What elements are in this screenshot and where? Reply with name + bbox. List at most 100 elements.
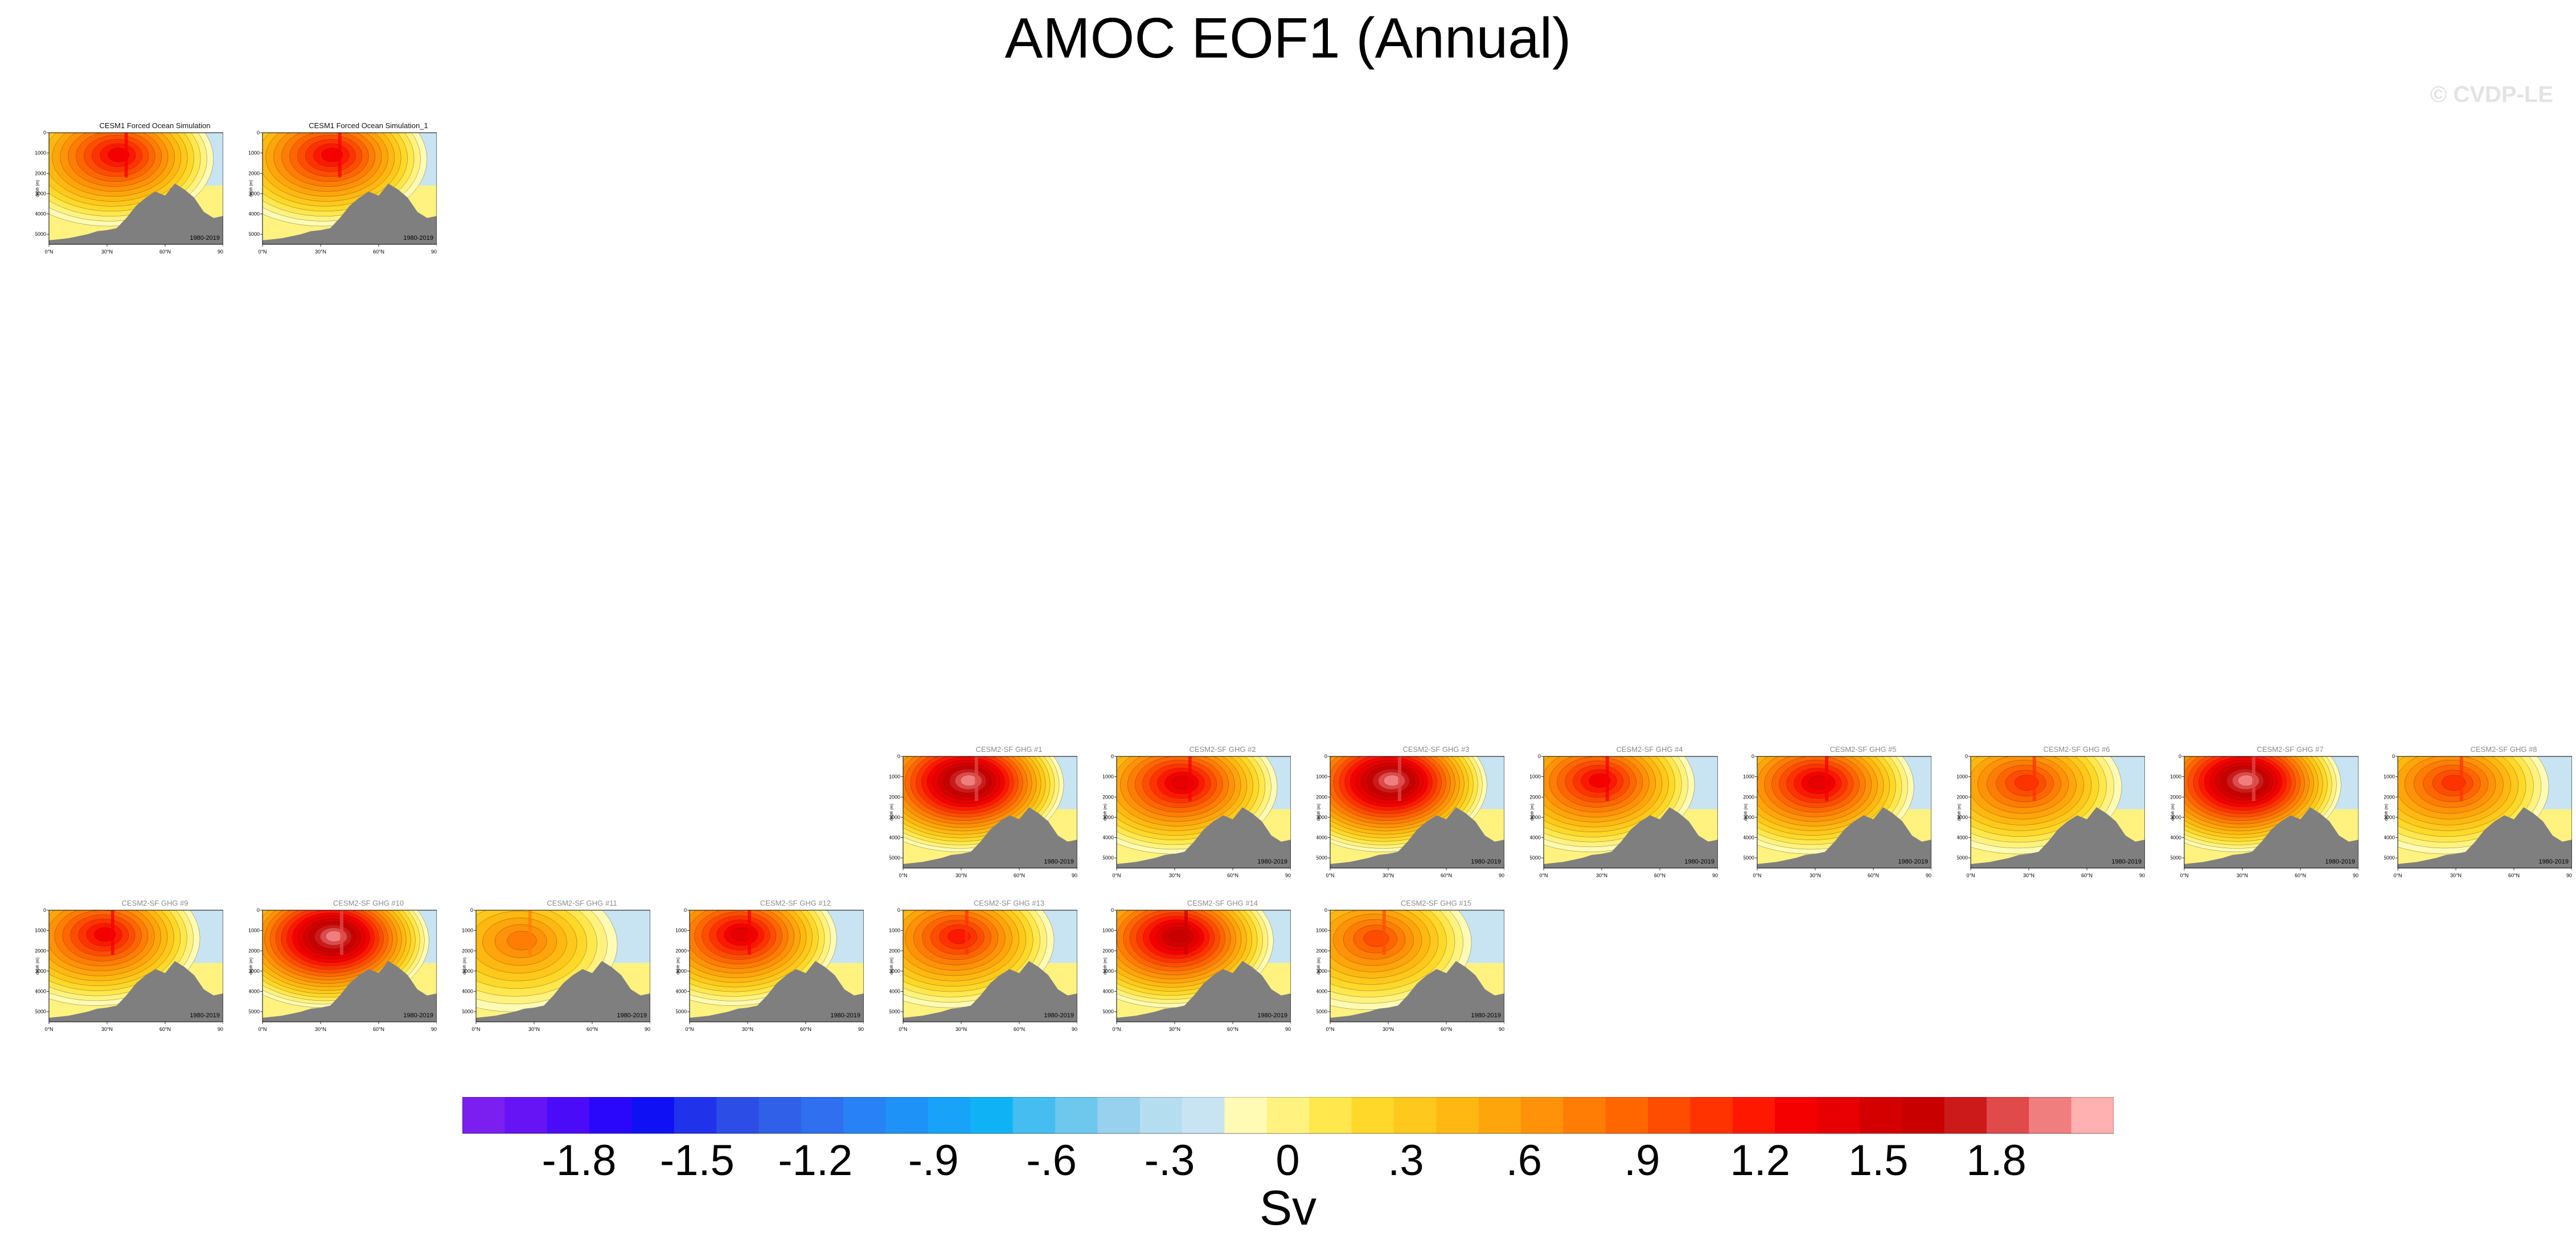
- x-tick-label: 60°N: [1014, 1026, 1025, 1032]
- x-tick-label: 30°N: [955, 1026, 967, 1032]
- period-label: 1980-2019: [1257, 858, 1287, 865]
- y-tick-label: 5000: [2171, 855, 2181, 861]
- panel-plot: 0 1000 2000 3000 4000 5000 depth (m) 0°N 30°N 60°…: [1316, 754, 1504, 878]
- x-tick-label: 0°N: [2180, 873, 2188, 878]
- y-tick-label: 3000: [249, 968, 260, 974]
- x-tick-label: 90°N: [1285, 873, 1291, 878]
- x-tick-label: 30°N: [528, 1026, 540, 1032]
- bathymetry: [1757, 807, 1931, 868]
- contour-level: [947, 929, 971, 944]
- y-tick-label: 1000: [889, 774, 900, 780]
- panel-title: CESM2-SF GHG #10: [333, 899, 404, 907]
- y-tick-label: 3000: [1957, 815, 1968, 820]
- panel: CESM2-SF GHG #3 0 1000 2000 3000 4000 5000 dept…: [1316, 745, 1504, 887]
- x-tick-label: 60°N: [2081, 873, 2093, 878]
- y-axis-label: depth (m): [1744, 804, 1748, 821]
- period-label: 1980-2019: [617, 1012, 647, 1019]
- bathymetry: [262, 183, 437, 244]
- x-tick-label: 60°N: [1441, 873, 1452, 878]
- panel: CESM1 Forced Ocean Simulation 0 1000 2000 30…: [35, 121, 223, 264]
- bathymetry: [49, 183, 223, 244]
- bathymetry: [1330, 807, 1504, 868]
- contour-level: [1808, 776, 1830, 789]
- y-tick-label: 1000: [1957, 774, 1968, 780]
- y-axis-label: depth (m): [1531, 804, 1535, 821]
- y-axis-label: depth (m): [249, 180, 253, 197]
- x-tick-label: 60°N: [159, 1026, 171, 1032]
- y-tick-label: 4000: [676, 989, 687, 995]
- convective-column: [1184, 910, 1188, 955]
- contour-level: [321, 148, 343, 162]
- panel-title: CESM2-SF GHG #2: [1189, 745, 1256, 754]
- panel-plot: 0 1000 2000 3000 4000 5000 depth (m) 0°N 30°N 60°…: [676, 907, 864, 1032]
- contour-level: [731, 927, 752, 942]
- y-tick-label: 1000: [1744, 774, 1754, 780]
- y-tick-label: 5000: [35, 1009, 46, 1014]
- convective-column: [110, 910, 114, 955]
- y-tick-label: 0: [897, 907, 900, 913]
- y-tick-label: 5000: [1316, 855, 1327, 861]
- contour-level: [507, 931, 537, 951]
- y-tick-label: 4000: [889, 835, 900, 841]
- panel: CESM2-SF GHG #12 0 1000 2000 3000 4000 5000 dep…: [676, 899, 864, 1041]
- contour-level: [1169, 930, 1188, 943]
- y-tick-label: 4000: [249, 989, 260, 995]
- y-tick-label: 3000: [889, 815, 900, 820]
- y-axis-label: depth (m): [2171, 804, 2175, 821]
- panel-title: CESM2-SF GHG #9: [121, 899, 188, 907]
- panel: CESM2-SF GHG #7 0 1000 2000 3000 4000 5000 dept…: [2171, 745, 2358, 887]
- y-tick-label: 0: [684, 907, 687, 913]
- contour-level: [108, 148, 130, 162]
- contour-level: [1589, 774, 1611, 788]
- panel-title: CESM1 Forced Ocean Simulation: [99, 121, 211, 130]
- x-tick-label: 90°N: [1712, 873, 1718, 878]
- x-tick-label: 0°N: [44, 249, 53, 255]
- x-tick-label: 30°N: [1596, 873, 1607, 878]
- y-tick-label: 5000: [1103, 855, 1114, 861]
- x-tick-label: 90°N: [645, 1026, 650, 1032]
- panel-title: CESM2-SF GHG #5: [1830, 745, 1897, 754]
- panel-plot: 0 1000 2000 3000 4000 5000 depth (m) 0°N 30°N 60°…: [1530, 754, 1718, 878]
- x-tick-label: 90°N: [1499, 873, 1504, 878]
- panel-title: CESM2-SF GHG #1: [975, 745, 1043, 754]
- convective-column: [338, 133, 342, 178]
- y-tick-label: 3000: [462, 968, 473, 974]
- x-tick-label: 90°N: [218, 1026, 223, 1032]
- bathymetry: [690, 961, 864, 1022]
- panel: CESM2-SF GHG #5 0 1000 2000 3000 4000 5000 dept…: [1744, 745, 1931, 887]
- plot-frame: [689, 910, 864, 1022]
- y-tick-label: 3000: [2171, 815, 2181, 820]
- y-tick-label: 4000: [1744, 835, 1754, 841]
- y-tick-label: 1000: [35, 928, 46, 934]
- x-tick-label: 60°N: [1227, 873, 1238, 878]
- y-tick-label: 3000: [1316, 968, 1327, 974]
- x-tick-label: 60°N: [373, 1026, 384, 1032]
- y-tick-label: 0: [2392, 754, 2395, 759]
- y-tick-label: 3000: [1103, 815, 1114, 820]
- y-tick-label: 2000: [2171, 794, 2181, 800]
- plot-frame: [1330, 910, 1504, 1022]
- watermark: © CVDP-LE: [2430, 82, 2553, 107]
- bathymetry: [2184, 807, 2358, 868]
- y-tick-label: 2000: [249, 170, 260, 176]
- x-tick-label: 0°N: [471, 1026, 480, 1032]
- y-tick-label: 0: [1751, 754, 1754, 759]
- x-tick-label: 30°N: [101, 1026, 113, 1032]
- y-tick-label: 4000: [462, 989, 473, 995]
- plot-frame: [1757, 756, 1931, 869]
- x-tick-label: 0°N: [1326, 1026, 1334, 1032]
- x-tick-label: 60°N: [800, 1026, 811, 1032]
- panel-plot: 0 1000 2000 3000 4000 5000 depth (m) 0°N 30°N 60°…: [1103, 754, 1291, 878]
- bathymetry: [262, 961, 437, 1022]
- x-tick-label: 30°N: [315, 249, 326, 255]
- y-tick-label: 2000: [1103, 794, 1114, 800]
- panel-plot: 0 1000 2000 3000 4000 5000 depth (m) 0°N 30°N 60°…: [889, 907, 1077, 1032]
- y-tick-label: 3000: [2384, 815, 2395, 820]
- bathymetry: [1117, 961, 1291, 1022]
- y-axis-label: depth (m): [2385, 804, 2389, 821]
- y-tick-label: 5000: [2384, 855, 2395, 861]
- convective-column: [528, 910, 532, 955]
- x-tick-label: 0°N: [2393, 873, 2402, 878]
- period-label: 1980-2019: [1471, 858, 1501, 865]
- panel: CESM2-SF GHG #6 0 1000 2000 3000 4000 5000 dept…: [1957, 745, 2145, 887]
